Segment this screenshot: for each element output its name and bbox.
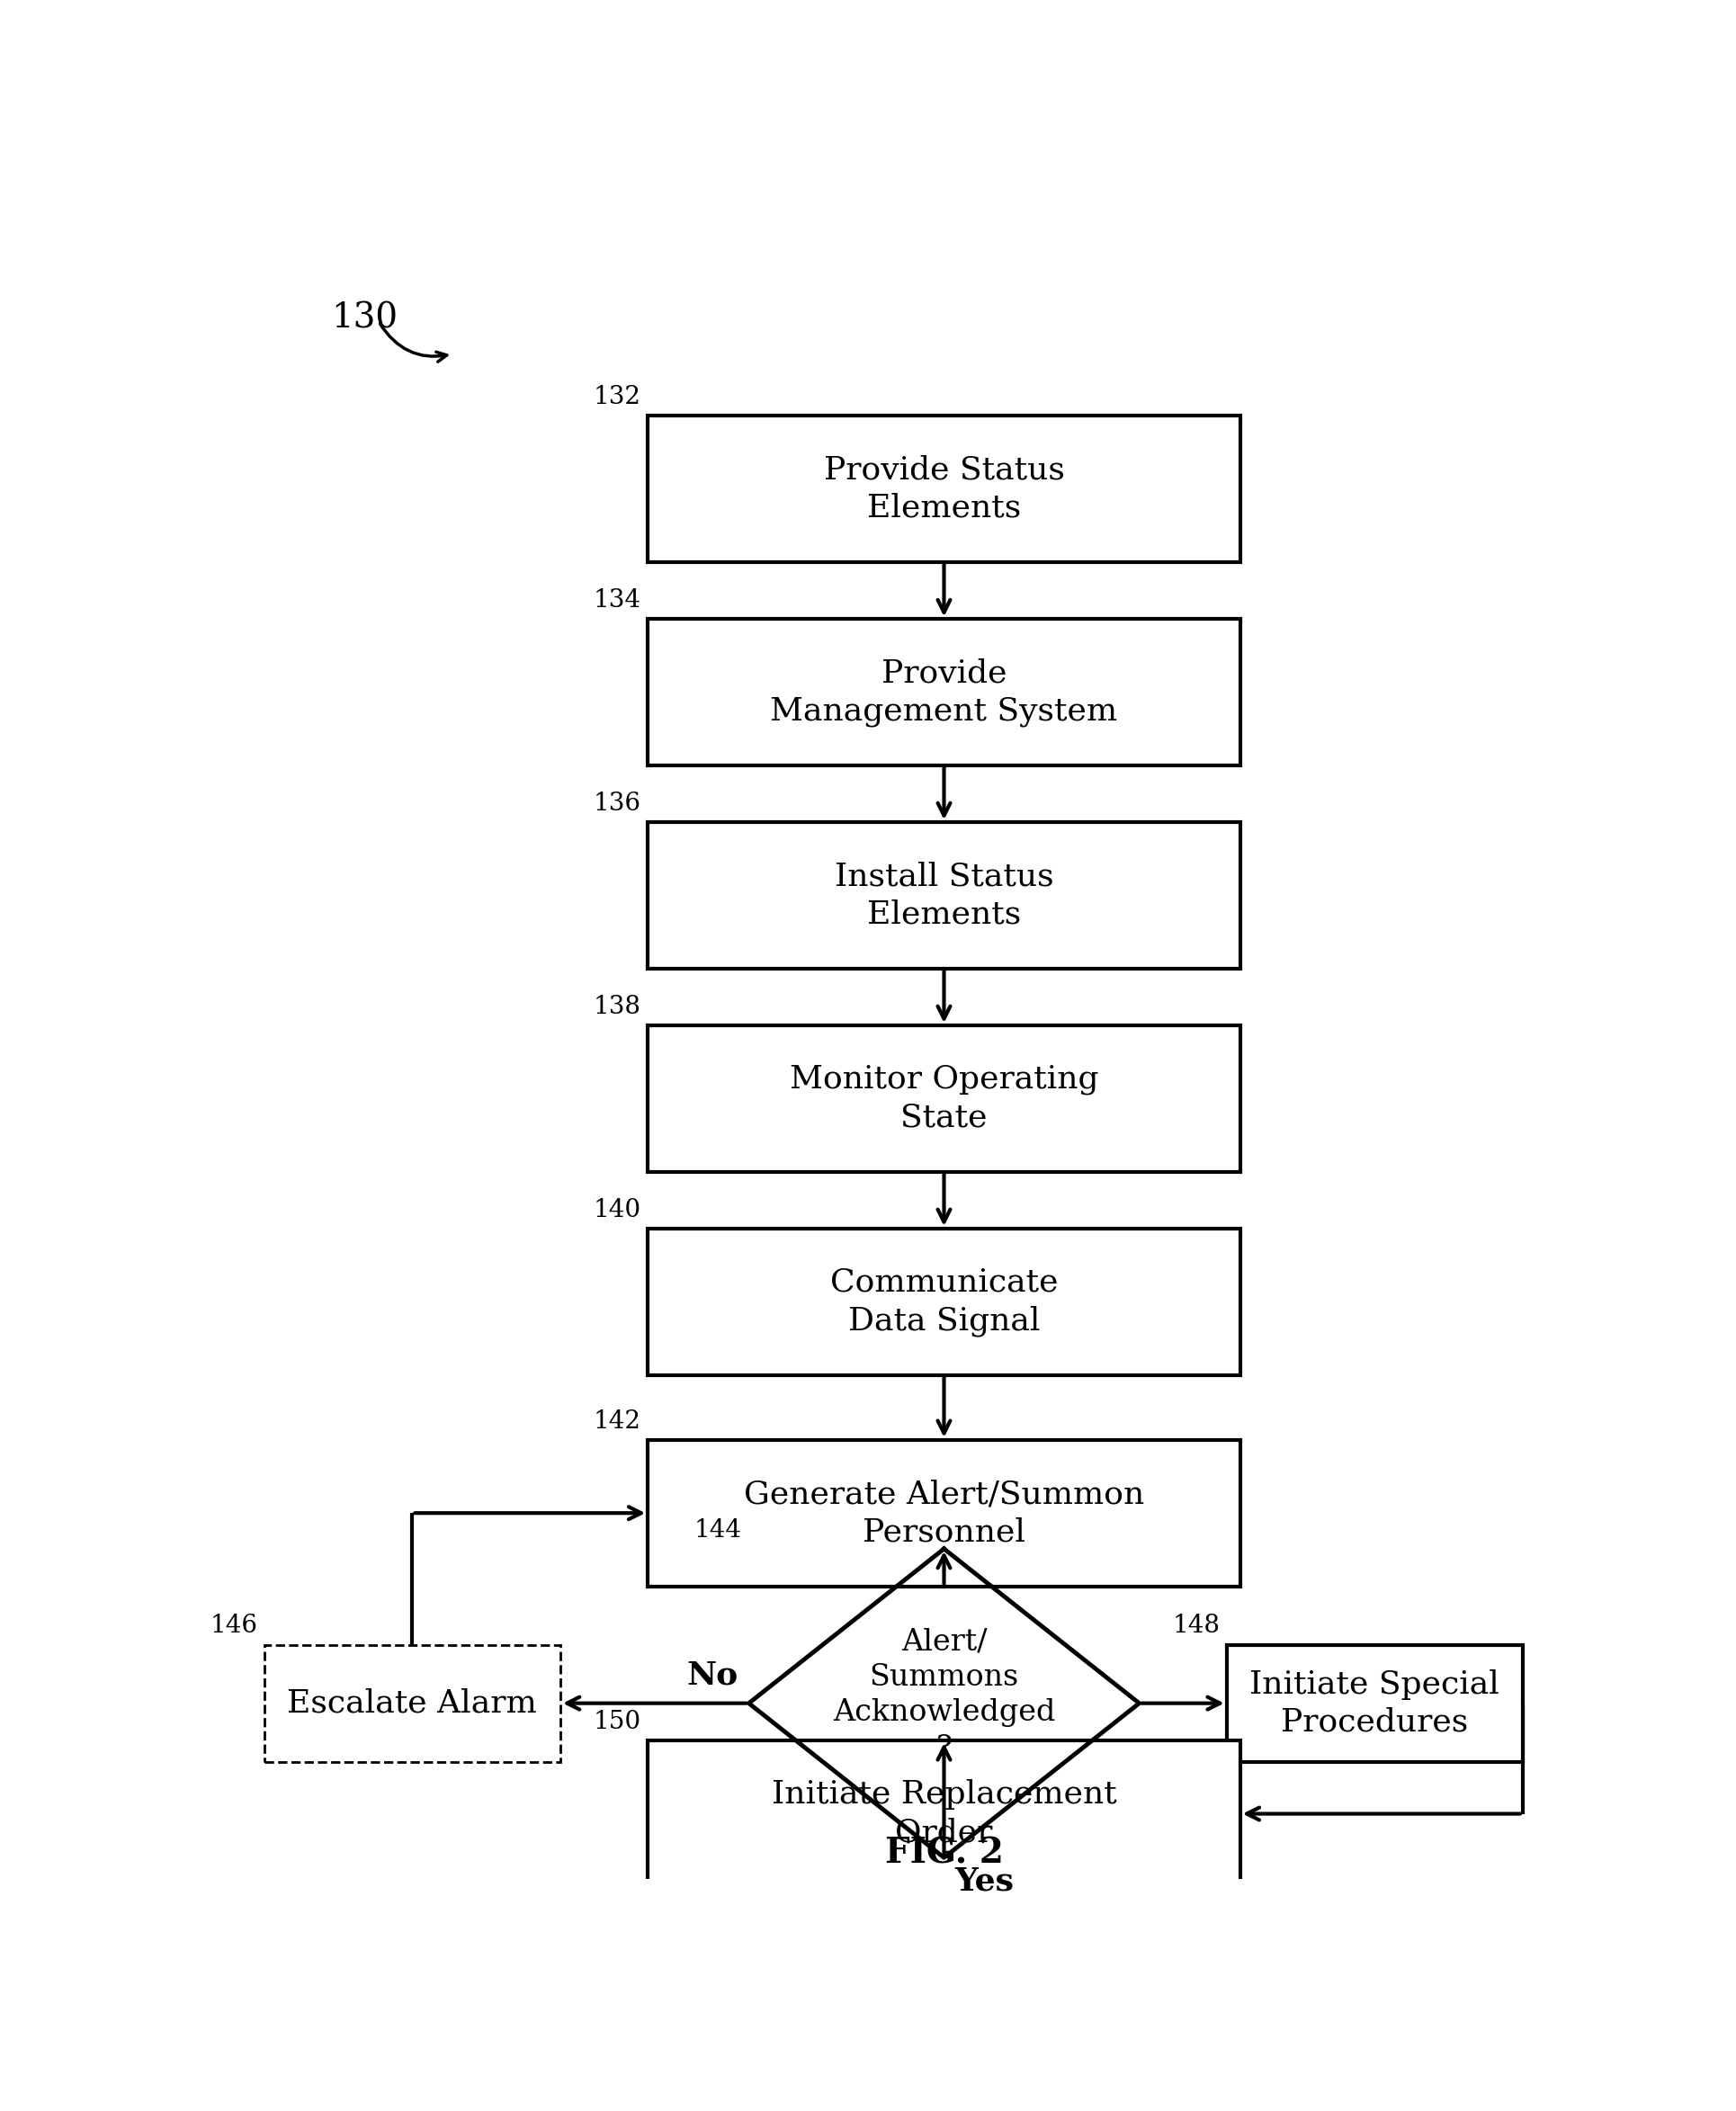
- FancyBboxPatch shape: [648, 823, 1240, 969]
- Text: Provide
Management System: Provide Management System: [771, 659, 1116, 726]
- Text: Communicate
Data Signal: Communicate Data Signal: [830, 1267, 1057, 1336]
- FancyBboxPatch shape: [648, 1742, 1240, 1887]
- Text: Alert/
Summons
Acknowledged
?: Alert/ Summons Acknowledged ?: [832, 1628, 1055, 1763]
- Text: 148: 148: [1172, 1615, 1219, 1638]
- Text: Escalate Alarm: Escalate Alarm: [286, 1689, 536, 1718]
- Text: Initiate Special
Procedures: Initiate Special Procedures: [1250, 1670, 1498, 1737]
- Text: FIG. 2: FIG. 2: [884, 1837, 1003, 1870]
- Text: Provide Status
Elements: Provide Status Elements: [823, 454, 1064, 524]
- Text: 136: 136: [594, 792, 641, 815]
- Text: 150: 150: [594, 1710, 641, 1733]
- FancyBboxPatch shape: [648, 619, 1240, 766]
- Polygon shape: [748, 1549, 1139, 1858]
- Text: 142: 142: [594, 1410, 641, 1433]
- FancyBboxPatch shape: [648, 1229, 1240, 1374]
- Text: 140: 140: [594, 1197, 641, 1222]
- Text: 146: 146: [210, 1615, 257, 1638]
- FancyBboxPatch shape: [1226, 1644, 1522, 1763]
- FancyBboxPatch shape: [264, 1644, 561, 1763]
- Text: 134: 134: [594, 589, 641, 612]
- Text: Initiate Replacement
Order: Initiate Replacement Order: [771, 1780, 1116, 1847]
- Text: Monitor Operating
State: Monitor Operating State: [790, 1064, 1097, 1134]
- Text: Install Status
Elements: Install Status Elements: [833, 861, 1054, 929]
- FancyBboxPatch shape: [648, 1026, 1240, 1172]
- Text: 132: 132: [594, 384, 641, 410]
- Text: Generate Alert/Summon
Personnel: Generate Alert/Summon Personnel: [743, 1480, 1144, 1547]
- FancyBboxPatch shape: [648, 416, 1240, 562]
- Text: 130: 130: [332, 302, 398, 336]
- Text: 144: 144: [694, 1518, 741, 1543]
- Text: No: No: [686, 1659, 738, 1691]
- Text: Yes: Yes: [955, 1866, 1014, 1896]
- FancyBboxPatch shape: [648, 1440, 1240, 1585]
- Text: 138: 138: [594, 994, 641, 1020]
